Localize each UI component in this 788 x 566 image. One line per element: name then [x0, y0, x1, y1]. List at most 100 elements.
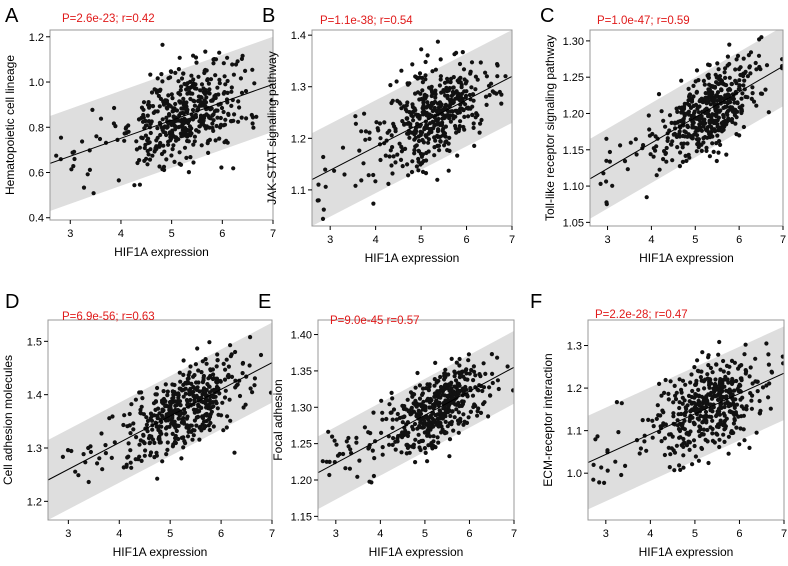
scatter-point [718, 142, 723, 147]
scatter-point [658, 413, 663, 418]
scatter-point [706, 62, 711, 67]
scatter-point [177, 150, 182, 155]
scatter-point [409, 405, 414, 410]
scatter-point [604, 202, 609, 207]
scatter-point [215, 352, 220, 357]
scatter-point [193, 362, 198, 367]
scatter-point [218, 125, 223, 130]
scatter-point [412, 107, 417, 112]
scatter-point [380, 445, 385, 450]
scatter-point [148, 130, 153, 136]
y-tick-label: 1.5 [27, 336, 42, 348]
scatter-point [157, 424, 162, 429]
scatter-point [429, 129, 434, 135]
x-tick-label: 3 [333, 528, 339, 540]
scatter-point [166, 142, 171, 147]
scatter-point [655, 403, 660, 408]
scatter-point [684, 406, 689, 411]
scatter-point [716, 150, 721, 155]
scatter-point [211, 112, 216, 117]
scatter-point [239, 90, 245, 95]
scatter-point [757, 398, 762, 404]
scatter-point [411, 391, 416, 397]
scatter-point [194, 415, 200, 420]
scatter-point [221, 361, 226, 366]
scatter-point [403, 146, 408, 151]
x-tick-label: 5 [167, 528, 173, 540]
scatter-point [707, 120, 712, 125]
scatter-point [186, 426, 191, 431]
scatter-point [475, 413, 480, 418]
scatter-point [191, 433, 196, 438]
scatter-point [185, 402, 190, 407]
scatter-point [54, 153, 59, 158]
scatter-point [395, 411, 400, 417]
scatter-point [673, 393, 678, 398]
scatter-point [384, 416, 389, 422]
x-axis-title: HIF1A expression [365, 251, 460, 265]
scatter-point [591, 462, 596, 467]
scatter-point [131, 427, 136, 432]
scatter-point [748, 71, 753, 76]
scatter-point [422, 419, 427, 424]
scatter-point [107, 416, 112, 421]
scatter-point [208, 77, 214, 82]
scatter-point [146, 152, 151, 157]
scatter-point [413, 402, 418, 407]
scatter-point [642, 439, 647, 444]
x-axis-title: HIF1A expression [114, 245, 209, 259]
scatter-point [437, 83, 442, 88]
scatter-point [233, 62, 239, 67]
scatter-point [702, 414, 707, 419]
scatter-point [484, 102, 489, 107]
scatter-point [768, 406, 773, 411]
scatter-point [197, 124, 202, 129]
scatter-point [182, 439, 187, 444]
scatter-point [602, 480, 607, 485]
y-tick-label: 0.8 [29, 122, 44, 134]
scatter-point [443, 124, 448, 129]
scatter-point [176, 416, 181, 421]
x-tick-label: 6 [463, 234, 469, 246]
panel-a: 3 4 5 6 7 0.4 0.6 0.8 1.0 1.2 HIF1A expression Hema… [3, 5, 276, 259]
scatter-point [164, 452, 169, 457]
scatter-point [724, 83, 729, 88]
scatter-point [407, 135, 412, 140]
x-tick-label: 5 [692, 234, 698, 246]
scatter-point [224, 425, 229, 430]
scatter-point [693, 102, 699, 107]
scatter-point [717, 339, 722, 345]
scatter-point [95, 461, 100, 466]
scatter-point [714, 121, 719, 126]
scatter-point [88, 444, 93, 449]
scatter-point [425, 53, 430, 58]
scatter-point [637, 451, 642, 456]
plot-frame [317, 319, 515, 521]
scatter-point [321, 207, 326, 212]
scatter-point [454, 407, 459, 412]
scatter-point [233, 349, 238, 355]
scatter-point [72, 156, 77, 162]
y-tick-label: 0.4 [29, 213, 44, 225]
scatter-point [224, 357, 229, 362]
scatter-point [146, 100, 151, 105]
scatter-point [137, 158, 142, 163]
scatter-point [139, 458, 144, 463]
scatter-point [442, 429, 447, 435]
scatter-point [750, 91, 755, 96]
scatter-point [687, 96, 693, 101]
scatter-point [225, 140, 230, 145]
scatter-point [200, 416, 206, 421]
scatter-point [598, 181, 603, 186]
scatter-point [181, 416, 186, 421]
scatter-point [411, 427, 416, 432]
scatter-point [400, 420, 405, 425]
scatter-point [168, 138, 173, 143]
y-tick-label: 1.0 [29, 77, 44, 89]
scatter-point [76, 473, 81, 478]
scatter-point [717, 139, 722, 144]
scatter-point [430, 108, 435, 114]
scatter-point [176, 79, 181, 84]
scatter-point [139, 105, 145, 110]
scatter-point [739, 96, 744, 101]
